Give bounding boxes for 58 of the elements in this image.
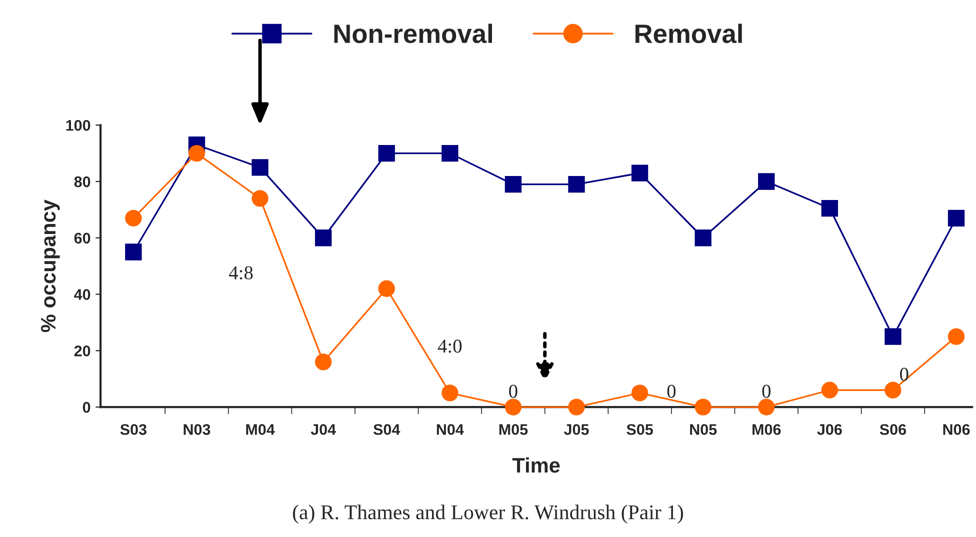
x-tick-label: N05 <box>690 424 717 435</box>
point <box>694 230 712 246</box>
x-tick-label: M04 <box>246 424 275 435</box>
point <box>314 354 332 370</box>
y-tick-label: 80 <box>74 176 90 188</box>
point <box>821 382 838 398</box>
annotation: 0 <box>509 384 518 398</box>
x-tick-label: N06 <box>943 424 970 435</box>
point <box>442 384 458 402</box>
x-tick-label: J06 <box>817 424 842 435</box>
point <box>125 244 142 260</box>
legend-label: Removal <box>635 24 742 44</box>
x-tick-label: S03 <box>120 424 146 435</box>
x-tick-label: J05 <box>564 424 589 435</box>
point <box>504 176 522 193</box>
point <box>442 144 458 162</box>
point <box>884 382 902 398</box>
point <box>694 398 712 416</box>
x-tick-label: M06 <box>752 424 781 435</box>
y-tick-label: 60 <box>74 232 90 244</box>
point <box>821 200 838 217</box>
point <box>252 159 268 176</box>
point <box>568 398 585 416</box>
x-tick-label: M05 <box>499 424 528 435</box>
annotation: 0 <box>762 384 771 398</box>
point <box>504 398 522 416</box>
x-tick-label: N04 <box>436 424 464 435</box>
x-axis-title: Time <box>512 457 560 473</box>
point <box>948 210 965 226</box>
point <box>378 144 395 162</box>
point <box>568 176 585 193</box>
point <box>631 384 648 402</box>
point <box>631 164 648 182</box>
point <box>252 190 268 207</box>
annotation: 0 <box>667 384 676 398</box>
x-tick-label: S05 <box>626 424 653 435</box>
point <box>314 230 332 246</box>
y-tick-label: 100 <box>66 120 90 131</box>
y-tick-label: 20 <box>74 346 90 356</box>
x-tick-label: N03 <box>184 424 210 435</box>
point <box>884 328 902 345</box>
text: (a) R. Thames and Lower R. Windrush (Pair 1) <box>292 504 684 524</box>
point <box>948 328 965 345</box>
y-axis-title: % occupancy <box>40 200 60 332</box>
point <box>758 173 775 190</box>
point <box>125 210 142 226</box>
x-tick-label: S06 <box>880 424 906 435</box>
x-tick-label: S04 <box>373 424 400 435</box>
legend-label: Non-removal <box>334 24 492 44</box>
point <box>378 280 395 297</box>
y-tick-label: 0 <box>82 402 90 413</box>
point <box>188 144 206 162</box>
annotation: 4:8 <box>229 266 253 280</box>
x-tick-label: J04 <box>310 424 336 435</box>
y-tick-label: 40 <box>74 289 90 300</box>
point <box>758 398 775 416</box>
annotation: 0 <box>900 368 908 381</box>
annotation: 4:0 <box>438 340 462 353</box>
